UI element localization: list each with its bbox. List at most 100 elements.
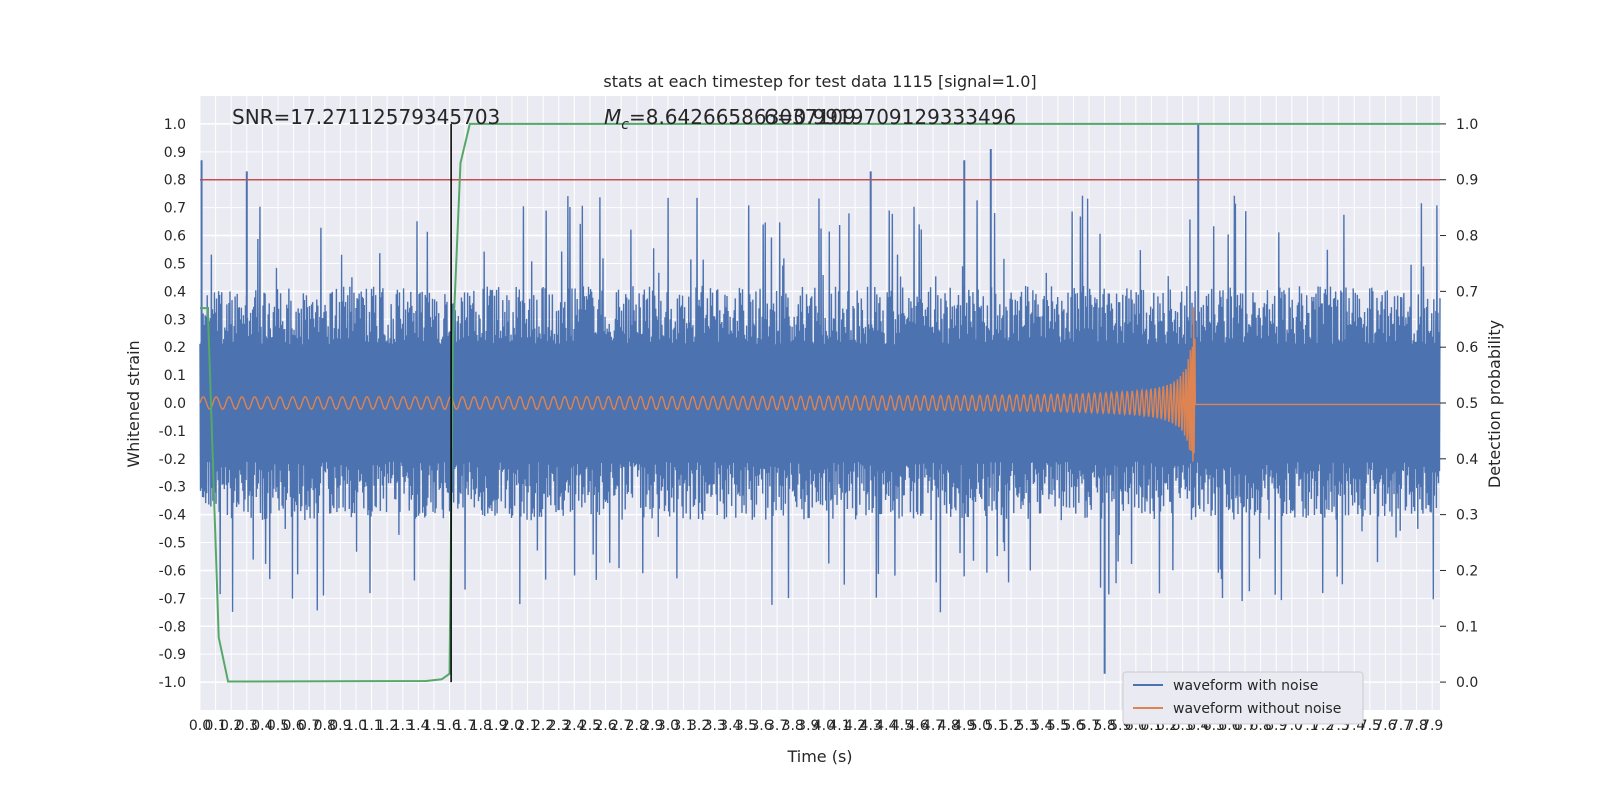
y-tick-labels-right: 0.0 0.1 0.2 0.3 0.4 0.5 0.6 0.7 0.8 0.9 1.0 — [1440, 117, 1478, 691]
chart-title: stats at each timestep for test data 111… — [603, 72, 1036, 91]
x-tick-label: 0.1 — [204, 718, 226, 734]
x-tick-label: 3.7 — [766, 718, 788, 734]
y-tick-label-left: -0.6 — [159, 563, 186, 579]
x-tick-label: 4.7 — [922, 718, 944, 734]
x-tick-label: 5.6 — [1062, 718, 1084, 734]
y-tick-label-left: -0.3 — [159, 480, 186, 496]
y-tick-label-right: 0.1 — [1456, 619, 1478, 635]
x-tick-label: 2.8 — [626, 718, 648, 734]
y-tick-label-left: 0.2 — [164, 340, 186, 356]
y-axis-label-left: Whitened strain — [124, 340, 143, 467]
y-axis-label-right: Detection probability — [1485, 320, 1504, 488]
y-tick-label-left: 0.5 — [164, 256, 186, 272]
x-tick-label: 3.5 — [735, 718, 757, 734]
x-tick-label: 1.5 — [423, 718, 445, 734]
x-tick-label: 2.5 — [579, 718, 601, 734]
x-axis-label: Time (s) — [786, 747, 852, 766]
y-tick-label-left: 0.9 — [164, 145, 186, 161]
y-tick-labels-left: -1.0 -0.9 -0.8 -0.7 -0.6 -0.5 -0.4 -0.3 -0.2 -0.1… — [159, 117, 186, 691]
x-tick-label: 4.0 — [813, 718, 835, 734]
x-tick-label: 1.8 — [470, 718, 492, 734]
x-tick-label: 2.1 — [516, 718, 538, 734]
chirp-mass-symbol: M — [604, 105, 621, 129]
y-tick-label-right: 0.8 — [1456, 229, 1478, 245]
x-tick-label: 3.2 — [688, 718, 710, 734]
x-tick-label: 3.4 — [719, 718, 741, 734]
x-tick-label: 5.2 — [1000, 718, 1022, 734]
y-tick-label-right: 0.2 — [1456, 563, 1478, 579]
y-tick-label-left: 0.4 — [164, 284, 186, 300]
y-tick-label-left: 0.1 — [164, 368, 186, 384]
y-tick-label-left: -0.1 — [159, 424, 186, 440]
series-detection-probability — [200, 122, 1440, 683]
x-tick-label: 3.6 — [750, 718, 772, 734]
x-tick-label: 1.7 — [454, 718, 476, 734]
y-tick-label-left: -0.2 — [159, 452, 186, 468]
x-tick-label: 5.1 — [984, 718, 1006, 734]
x-tick-label: 3.1 — [672, 718, 694, 734]
legend-box — [1122, 671, 1364, 725]
x-tick-label: 3.8 — [782, 718, 804, 734]
x-tick-label: 5.8 — [1094, 718, 1116, 734]
x-tick-label: 1.1 — [360, 718, 382, 734]
x-tick-label: 5.0 — [969, 718, 991, 734]
x-tick-label: 5.7 — [1078, 718, 1100, 734]
x-tick-label: 2.2 — [532, 718, 554, 734]
x-tick-label: 1.4 — [407, 718, 429, 734]
x-tick-label: 3.9 — [797, 718, 819, 734]
x-tick-label: 7.6 — [1374, 718, 1396, 734]
x-tick-label: 0.2 — [220, 718, 242, 734]
y-tick-label-right: 1.0 — [1456, 117, 1478, 133]
x-tick-label: 2.7 — [610, 718, 632, 734]
y-tick-label-left: -0.8 — [159, 619, 186, 635]
x-tick-label: 2.3 — [548, 718, 570, 734]
x-tick-label: 4.5 — [891, 718, 913, 734]
noise-waveform-line — [199, 195, 1441, 613]
x-tick-label: 4.1 — [828, 718, 850, 734]
legend-label-noise: waveform with noise — [1173, 678, 1318, 694]
detection-probability-line — [200, 122, 1440, 683]
snr-annotation: SNR=17.27112579345703 — [232, 105, 500, 129]
y-tick-label-left: 0.6 — [164, 229, 186, 245]
y-tick-label-right: 0.7 — [1456, 284, 1478, 300]
x-tick-label: 0.8 — [314, 718, 336, 734]
y-tick-label-right: 0.4 — [1456, 452, 1478, 468]
chirp-mass-subscript: c — [621, 117, 629, 133]
y-tick-label-right: 0.5 — [1456, 396, 1478, 412]
y-tick-label-left: 0.8 — [164, 173, 186, 189]
chirp-mass-value: =8.642665863037109 — [629, 105, 856, 129]
y-tick-label-left: -0.5 — [159, 536, 186, 552]
x-tick-label: 1.6 — [438, 718, 460, 734]
x-tick-label: 0.3 — [236, 718, 258, 734]
series-waveform-without-noise — [199, 307, 1440, 462]
x-tick-label: 1.2 — [376, 718, 398, 734]
x-tick-label: 3.0 — [657, 718, 679, 734]
x-tick-label: 0.4 — [251, 718, 273, 734]
x-tick-label: 1.3 — [392, 718, 414, 734]
x-tick-label: 7.7 — [1390, 718, 1412, 734]
x-tick-label: 7.5 — [1359, 718, 1381, 734]
x-tick-label: 1.9 — [485, 718, 507, 734]
x-tick-label: 0.5 — [267, 718, 289, 734]
x-tick-label: 0.9 — [329, 718, 351, 734]
y-tick-label-left: -0.7 — [159, 591, 186, 607]
y-tick-label-left: -0.4 — [159, 508, 186, 524]
y-tick-label-left: 0.0 — [164, 396, 186, 412]
clean-waveform-line — [199, 307, 1440, 462]
legend-label-clean: waveform without noise — [1173, 701, 1341, 717]
y-tick-label-left: -0.9 — [159, 647, 186, 663]
y-tick-label-right: 0.6 — [1456, 340, 1478, 356]
series-waveform-with-noise — [199, 123, 1441, 674]
y-tick-label-left: 0.7 — [164, 201, 186, 217]
x-tick-label: 4.6 — [906, 718, 928, 734]
y-tick-label-right: 0.9 — [1456, 173, 1478, 189]
x-tick-label: 0.7 — [298, 718, 320, 734]
y-tick-label-left: 0.3 — [164, 312, 186, 328]
x-tick-label: 2.9 — [641, 718, 663, 734]
x-tick-label: 4.2 — [844, 718, 866, 734]
x-tick-label: 0.6 — [282, 718, 304, 734]
x-tick-label: 2.4 — [563, 718, 585, 734]
x-tick-label: 4.9 — [953, 718, 975, 734]
legend: waveform with noise waveform without noi… — [1122, 671, 1364, 725]
